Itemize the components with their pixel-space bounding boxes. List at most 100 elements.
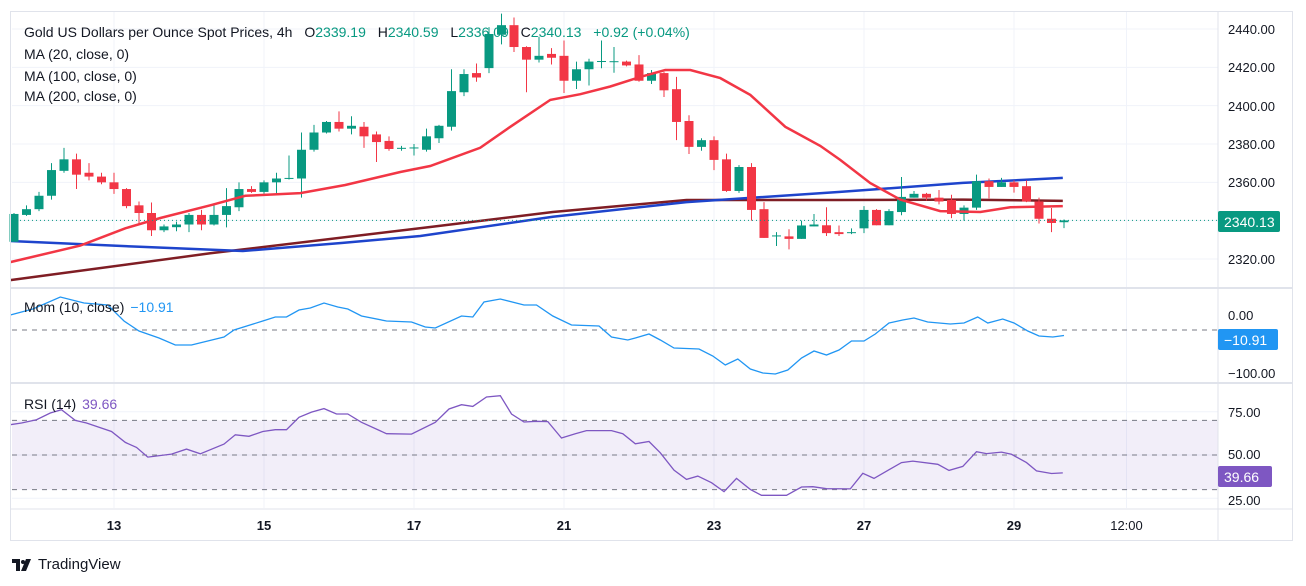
candle-body [534,55,544,60]
candle [909,190,919,198]
candle-body [947,199,956,214]
candle [47,163,56,200]
candle [272,172,281,194]
candle-body [47,170,56,196]
candle-body [584,61,594,70]
candle-body [134,205,144,214]
outer-border [10,11,1293,541]
candle-body [522,47,531,60]
time-tick: 21 [557,518,571,533]
candle-body [597,61,606,63]
rsi-tick: 75.00 [1228,405,1261,420]
mom-value-label: −10.91 [1224,332,1267,348]
rsi-legend[interactable]: RSI (14) 39.66 [24,396,117,412]
rsi-band [12,329,1218,491]
candle-body [22,209,31,215]
time-tick: 27 [857,518,871,533]
time-tick: 12:00 [1110,518,1143,533]
candle [1022,180,1031,203]
candle [172,221,181,232]
candle [97,172,106,185]
candle [872,209,881,226]
candle-body [84,172,94,177]
candle-body [484,33,494,69]
candle-body [372,134,381,143]
price-tick: 2380.00 [1228,137,1275,152]
candle-body [759,209,769,238]
candle [184,213,194,233]
candle-body [459,74,469,93]
low-label: L [450,24,459,40]
candle-body [622,61,631,66]
candle-body [97,176,106,183]
candle [384,136,394,151]
candle [947,194,956,219]
candle-body [447,91,456,127]
ma100-legend[interactable]: MA (100, close, 0) [24,68,137,84]
candle-body [384,140,394,149]
rsi-axis[interactable]: 75.00 50.00 25.00 39.66 [1218,405,1272,508]
candle-body [647,73,656,81]
ma20-legend[interactable]: MA (20, close, 0) [24,46,129,62]
candle [334,111,344,132]
candle [722,153,731,192]
candle [897,176,906,216]
mom-legend[interactable]: Mom (10, close) −10.91 [24,299,174,315]
candle [584,58,594,86]
candle [747,163,756,221]
candle-body [247,189,256,192]
tradingview-logo[interactable]: TradingView [12,556,121,573]
candle [347,116,356,135]
candle-body [672,89,681,122]
candle-body [309,132,319,150]
candle [322,121,331,134]
candle [1047,208,1056,233]
mom-tick: −100.00 [1228,366,1275,381]
price-axis[interactable]: 2440.00 2420.00 2400.00 2380.00 2360.00 … [1218,22,1280,267]
candle [397,145,406,151]
mom-tick: 0.00 [1228,308,1253,323]
candle [697,138,706,151]
rsi-line [10,395,1063,496]
candle-body [259,182,269,192]
candle-body [409,147,419,149]
candle-body [697,140,706,147]
candle-body [297,149,306,179]
candle-body [709,140,719,160]
candle-body [359,126,369,137]
price-tick: 2440.00 [1228,22,1275,37]
ma200-legend[interactable]: MA (200, close, 0) [24,88,137,104]
open-value: 2339.19 [315,24,366,40]
candle-body [9,213,19,242]
candle-body [159,226,169,231]
candle [547,48,556,65]
candle [934,190,944,205]
candle [572,61,581,89]
candle-body [122,189,131,207]
chart-marks [9,13,1218,496]
candle [959,205,969,221]
rsi-tick: 50.00 [1228,447,1261,462]
candle-body [997,182,1006,187]
candle [159,224,169,233]
candle [684,115,694,154]
ma200-label: MA (200, close, 0) [24,88,137,104]
candle [409,144,419,156]
rsi-tick: 25.00 [1228,493,1261,508]
momentum-axis[interactable]: 0.00 −100.00 −10.91 [1218,308,1278,381]
last-price-tag [1218,211,1280,232]
candle [772,232,781,246]
candle [122,188,131,209]
price-tick: 2400.00 [1228,99,1275,114]
mom-value-tag [1218,329,1278,350]
ma20-line [10,68,1063,264]
candle-body [847,232,856,234]
candle-body [797,225,806,239]
candle [922,192,931,201]
candle [797,220,806,239]
time-axis[interactable]: 13 15 17 21 23 27 29 12:00 [107,518,1143,533]
candle-body [922,193,931,198]
grid [12,12,1218,508]
candle [822,207,831,237]
